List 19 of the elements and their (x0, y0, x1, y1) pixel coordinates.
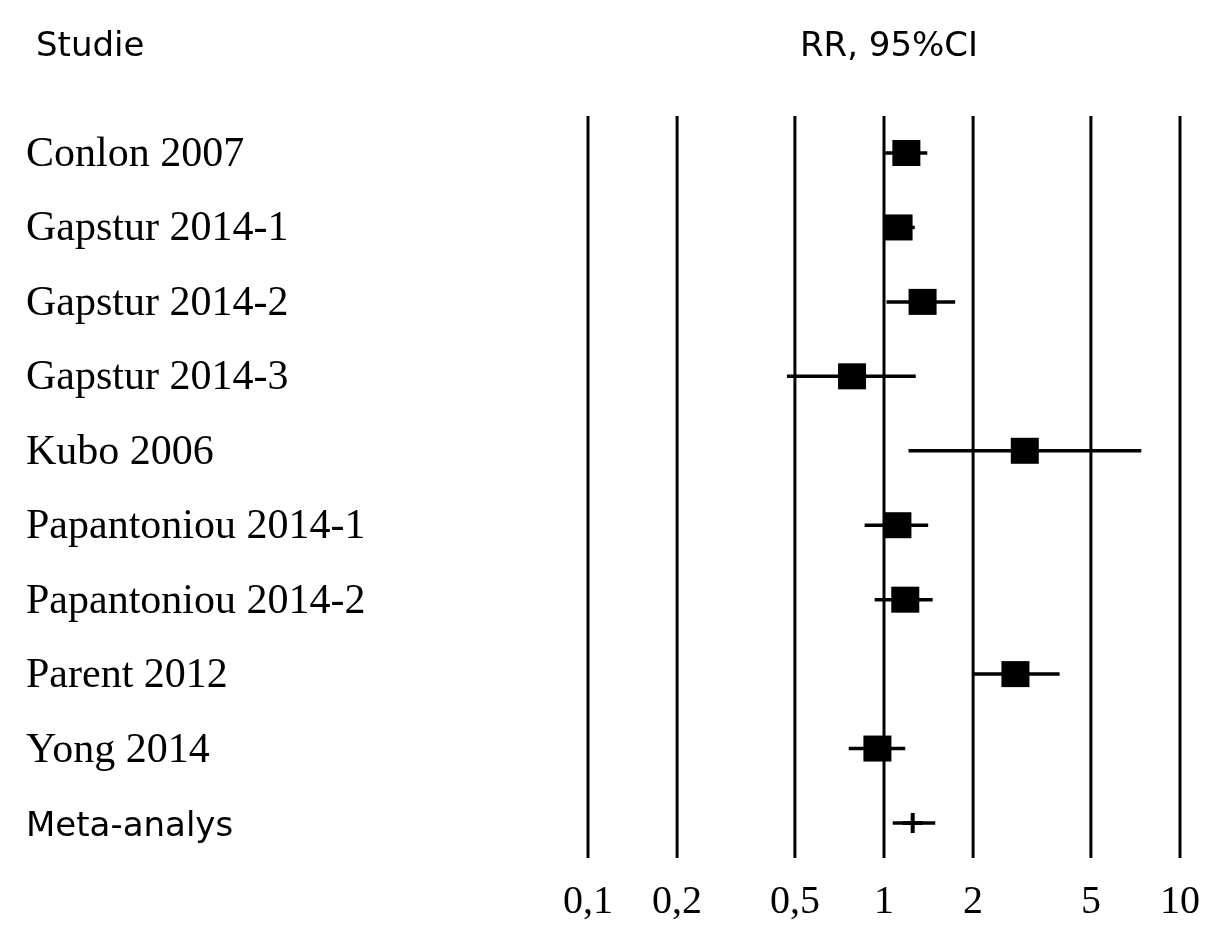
y-tick-label: Papantoniou 2014-2 (26, 575, 366, 622)
x-tick-label: 0,5 (769, 877, 820, 922)
x-tick-label: 10 (1160, 877, 1200, 922)
y-tick-label: Papantoniou 2014-1 (26, 501, 366, 548)
y-tick-label: Yong 2014 (26, 724, 210, 771)
y-tick-label: Parent 2012 (26, 650, 228, 697)
y-tick-label: Gapstur 2014-2 (26, 277, 289, 324)
x-tick-label: 5 (1080, 877, 1101, 922)
x-tick-label: 2 (963, 877, 984, 922)
y-axis-title: Studie (36, 24, 145, 64)
x-tick-label: 0,1 (563, 877, 613, 922)
x-tick-label: 0,2 (652, 877, 703, 922)
y-tick-label: Gapstur 2014-3 (26, 352, 289, 399)
chart-title: RR, 95%CI (799, 24, 979, 64)
x-tick-label: 1 (874, 877, 894, 922)
y-tick-label: Gapstur 2014-1 (26, 203, 289, 250)
y-tick-label: Kubo 2006 (26, 426, 214, 473)
y-tick-label: Conlon 2007 (26, 129, 245, 175)
y-tick-label: Meta-analys (26, 804, 234, 844)
